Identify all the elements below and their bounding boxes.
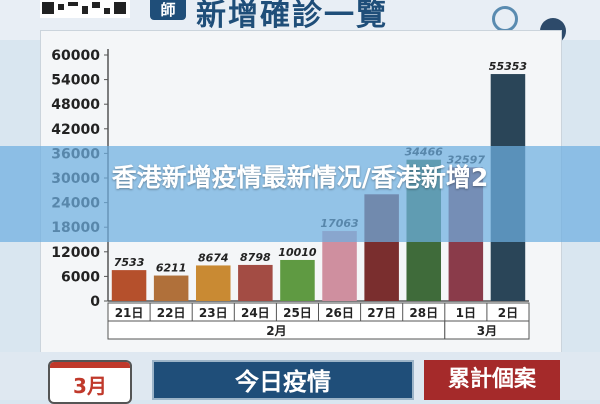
x-tick-label: 2日 [498,306,518,320]
y-tick-label: 0 [90,294,100,310]
headline-text: 香港新增疫情最新情况/香港新增2 [111,163,489,192]
calendar-icon: 3月 [48,360,132,404]
headline-banner: 香港新增疫情最新情况/香港新增2 [0,146,600,242]
x-tick-label: 1日 [456,306,476,320]
virus-icon [492,6,518,32]
x-tick-label: 25日 [283,306,312,320]
y-tick-label: 60000 [51,48,100,64]
y-tick-label: 6000 [61,269,100,285]
bar-value-label: 10010 [278,246,317,259]
x-tick-label: 27日 [367,306,396,320]
bar [238,264,273,301]
month-group-label: 3月 [477,324,497,338]
cumulative-cases-button[interactable]: 累計個案 [424,360,560,400]
bar [280,259,315,301]
x-tick-label: 24日 [241,306,270,320]
x-tick-label: 21日 [115,306,144,320]
month-group-box [444,320,530,340]
bar [322,231,357,301]
bar [153,275,189,301]
bar-value-label: 7533 [114,256,145,269]
x-tick-label: 28日 [409,306,438,320]
qr-code-icon [40,0,130,18]
calendar-label: 3月 [73,374,107,398]
y-tick-label: 54000 [51,73,100,89]
y-tick-label: 48000 [51,97,100,113]
bar-value-label: 55353 [489,60,528,73]
title-badge: 師 [150,0,186,20]
x-tick-label: 26日 [325,306,354,320]
today-epidemic-button[interactable]: 今日疫情 [152,360,414,400]
x-tick-label: 22日 [157,306,186,320]
bar-value-label: 8798 [240,251,271,264]
x-tick-label: 23日 [199,306,228,320]
y-tick-label: 12000 [51,245,100,261]
page-title: 新增確診一覽 [196,0,388,33]
month-group-label: 2月 [266,324,286,338]
bar [111,270,147,301]
bar-value-label: 8674 [198,251,229,264]
bar [195,265,231,301]
bar-value-label: 6211 [156,262,187,275]
y-tick-label: 42000 [51,122,100,138]
